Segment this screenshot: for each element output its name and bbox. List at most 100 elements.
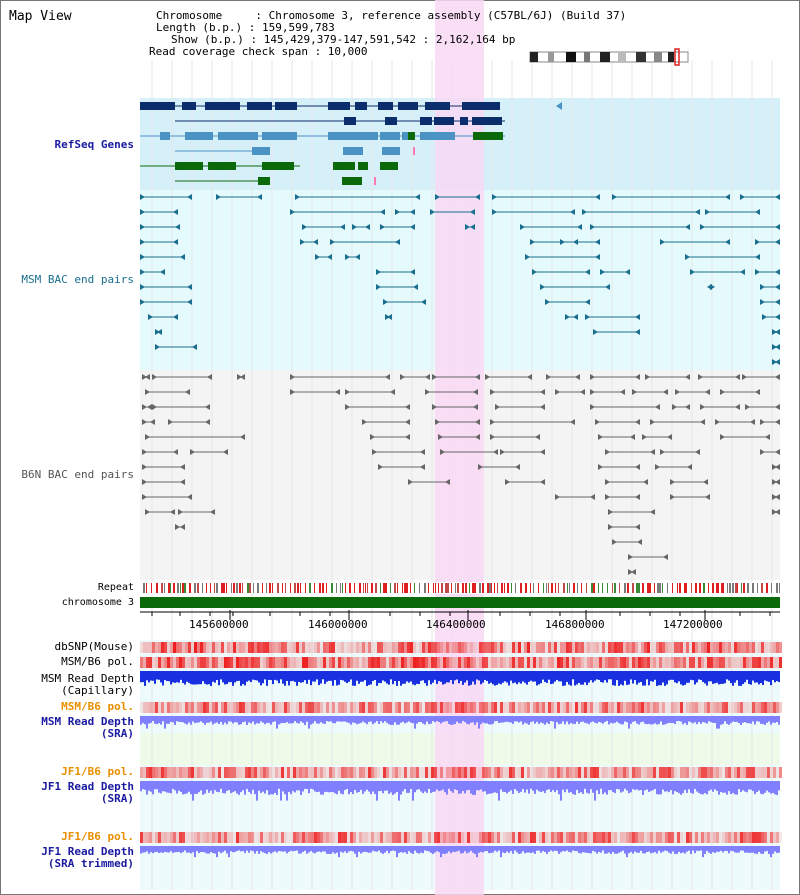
gene-exon	[462, 102, 500, 110]
msm-pol-strip	[428, 657, 431, 668]
msm-depth-capillary-bar	[562, 671, 564, 686]
msm-depth-sra-bar	[430, 716, 432, 724]
dbsnp-strip	[212, 642, 215, 653]
msm-pol-strip	[362, 657, 365, 668]
msm-depth-capillary-bar	[218, 671, 220, 686]
jf1-depth-trim-bar	[154, 846, 156, 853]
msm-pol-strip	[563, 657, 566, 668]
msm-depth-sra-bar	[674, 716, 676, 725]
msm-pol-sra-strip	[428, 702, 431, 713]
msm-pol-sra-strip	[377, 702, 380, 713]
jf1-depth-sra-bar	[488, 781, 490, 794]
msm-bac-pair-end	[545, 299, 550, 305]
msm-depth-capillary-bar	[478, 671, 480, 681]
msm-pol-strip	[242, 657, 245, 668]
show-info: Show (b.p.) : 145,429,379-147,591,542 : …	[171, 33, 516, 46]
jf1-pol-trim-strip	[512, 832, 515, 843]
b6n-bac-track-label[interactable]: B6N BAC end pairs	[21, 468, 134, 481]
msm-depth-sra-bar	[532, 716, 534, 722]
msm-pol-strip	[746, 657, 749, 668]
dbsnp-strip	[257, 642, 260, 653]
msm-depth-sra-bar	[538, 716, 540, 724]
jf1-depth-sra-bar	[342, 781, 344, 795]
msm-depth-sra-bar	[224, 716, 226, 723]
jf1-depth-trim-bar	[620, 846, 622, 852]
jf1-pol-strip	[527, 767, 530, 778]
repeat-mark	[657, 583, 659, 593]
msm-pol-strip	[662, 657, 665, 668]
jf1-pol-trim-strip	[194, 832, 197, 843]
msm-depth-capillary-bar	[180, 671, 182, 680]
b6n-bac-pair-end	[670, 494, 675, 500]
jf1-depth-trim-bar	[376, 846, 378, 852]
msm-pol-sra-strip	[434, 702, 437, 713]
msm-bac-pair-end	[760, 284, 765, 290]
repeat-mark	[180, 583, 181, 593]
msm-pol-sra-strip	[596, 702, 599, 713]
msm-pol-sra-strip	[503, 702, 506, 713]
b6n-bac-pair-end	[432, 404, 437, 410]
jf1-depth-sra-bar	[290, 781, 292, 795]
jf1-depth-trim-bar	[270, 846, 272, 854]
msm-depth-capillary-bar	[572, 671, 574, 680]
b6n-bac-pair-end	[700, 419, 705, 425]
jf1-depth-trim-bar	[220, 846, 222, 854]
msm-depth-capillary-bar	[150, 671, 152, 681]
msm-depth-capillary-bar	[332, 671, 334, 686]
jf1-depth-sra-bar	[256, 781, 258, 801]
msm-depth-capillary-bar	[766, 671, 768, 682]
msm-pol-strip	[668, 657, 671, 668]
b6n-bac-pair-end	[535, 434, 540, 440]
msm-depth-capillary-bar	[396, 671, 398, 686]
b6n-bac-pair-end	[495, 404, 500, 410]
msm-depth-sra-bar	[150, 716, 152, 723]
dbsnp-strip	[509, 642, 512, 653]
refseq-track-label[interactable]: RefSeq Genes	[54, 138, 134, 151]
dbsnp-strip	[305, 642, 308, 653]
jf1-depth-sra-bar	[412, 781, 414, 801]
msm-bac-track-label[interactable]: MSM BAC end pairs	[21, 273, 134, 286]
jf1-depth-trim-bar	[446, 846, 448, 854]
jf1-pol-strip	[740, 767, 743, 778]
msm-depth-sra-bar	[516, 716, 518, 722]
msm-depth-capillary-bar	[154, 671, 156, 684]
axis-tick-5: 147200000	[663, 618, 723, 631]
jf1-depth-sra-bar	[614, 781, 616, 794]
jf1-depth-trim-bar	[752, 846, 754, 853]
b6n-bac-pair-end	[590, 374, 595, 380]
msm-pol-strip	[398, 657, 401, 668]
dbsnp-strip	[332, 642, 335, 653]
msm-depth-sra-bar	[226, 716, 228, 725]
jf1-depth-sra-bar	[336, 781, 338, 795]
jf1-pol-strip	[581, 767, 584, 778]
b6n-bac-pair-end	[700, 404, 705, 410]
msm-pol-strip	[245, 657, 248, 668]
msm-depth-capillary-bar	[518, 671, 520, 683]
jf1-depth-trim-bar	[208, 846, 210, 854]
msm-depth-capillary-bar	[360, 671, 362, 682]
jf1-depth-sra-bar	[322, 781, 324, 795]
jf1-depth-trim-bar	[556, 846, 558, 852]
jf1-pol-trim-strip	[428, 832, 431, 843]
jf1-depth-trim-bar	[568, 846, 570, 852]
msm-depth-sra-bar	[380, 716, 382, 722]
msm-pol-sra-strip	[422, 702, 425, 713]
msm-depth-capillary-bar	[302, 671, 304, 683]
repeat-mark	[636, 583, 638, 593]
jf1-depth-trim-bar	[580, 846, 582, 854]
jf1-pol-trim-strip	[203, 832, 206, 843]
jf1-depth-trim-bar	[516, 846, 518, 853]
msm-pol-strip	[413, 657, 416, 668]
msm-bac-pair-end	[157, 329, 162, 335]
msm-pol-sra-strip	[674, 702, 677, 713]
dbsnp-strip	[365, 642, 368, 653]
msm-depth-sra-bar	[502, 716, 504, 723]
jf1-depth-trim-bar	[436, 846, 438, 852]
msm-depth-sra-bar	[734, 716, 736, 722]
jf1-depth-sra-bar	[362, 781, 364, 794]
jf1-pol-trim-strip	[284, 832, 287, 843]
jf1-depth-sra-bar	[306, 781, 308, 790]
msm-depth-capillary-bar	[368, 671, 370, 685]
jf1-depth-sra-bar	[510, 781, 512, 791]
